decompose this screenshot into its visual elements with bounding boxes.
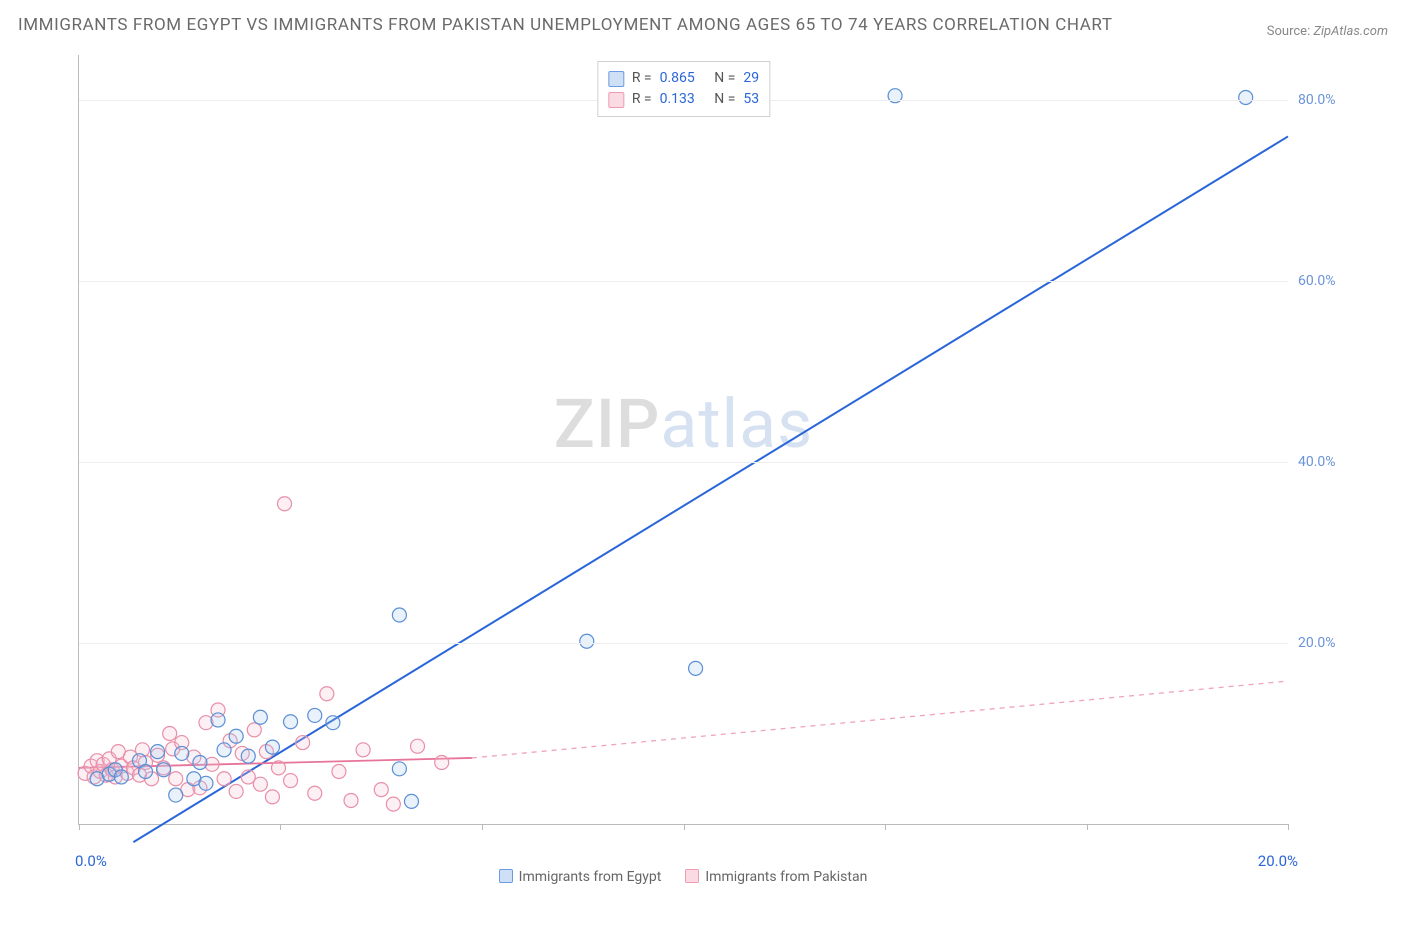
y-tick-label: 60.0% — [1298, 273, 1358, 289]
data-point — [217, 772, 231, 786]
r-label: R = — [632, 89, 652, 110]
x-tick — [280, 824, 281, 830]
legend-item-egypt: Immigrants from Egypt — [499, 869, 662, 885]
n-label: N = — [714, 89, 735, 110]
grid-line — [79, 643, 1288, 644]
chart-container: Unemployment Among Ages 65 to 74 years Z… — [18, 45, 1388, 885]
data-point — [308, 709, 322, 723]
data-point — [278, 497, 292, 511]
data-point — [247, 723, 261, 737]
y-tick-label: 20.0% — [1298, 635, 1358, 651]
scatter-plot: ZIPatlas R = 0.865 N = 29 R = 0.133 N = … — [78, 55, 1288, 825]
n-label: N = — [714, 68, 735, 89]
legend-swatch-egypt — [499, 869, 513, 883]
data-point — [374, 783, 388, 797]
data-point — [296, 736, 310, 750]
data-point — [114, 770, 128, 784]
data-point — [271, 761, 285, 775]
x-tick — [1288, 824, 1289, 830]
x-tick — [1087, 824, 1088, 830]
legend-swatch-pakistan — [685, 869, 699, 883]
data-point — [1239, 91, 1253, 105]
r-value-pakistan: 0.133 — [660, 89, 695, 110]
data-point — [229, 785, 243, 799]
data-point — [169, 788, 183, 802]
stats-row-egypt: R = 0.865 N = 29 — [608, 68, 759, 89]
r-label: R = — [632, 68, 652, 89]
x-tick — [482, 824, 483, 830]
data-point — [229, 729, 243, 743]
data-point — [169, 772, 183, 786]
chart-title: IMMIGRANTS FROM EGYPT VS IMMIGRANTS FROM… — [18, 12, 1113, 39]
x-tick — [79, 824, 80, 830]
data-point — [265, 740, 279, 754]
source-name: ZipAtlas.com — [1313, 24, 1388, 39]
correlation-stats-box: R = 0.865 N = 29 R = 0.133 N = 53 — [597, 61, 770, 117]
data-point — [392, 762, 406, 776]
legend-label-egypt: Immigrants from Egypt — [519, 869, 662, 885]
swatch-egypt — [608, 71, 624, 87]
data-point — [211, 713, 225, 727]
n-value-egypt: 29 — [743, 68, 759, 89]
data-point — [265, 790, 279, 804]
x-tick-label-max: 20.0% — [1258, 852, 1298, 870]
data-point — [344, 794, 358, 808]
data-point — [193, 756, 207, 770]
grid-line — [79, 281, 1288, 282]
source-attribution: Source: ZipAtlas.com — [1267, 24, 1388, 39]
source-prefix: Source: — [1267, 24, 1314, 39]
data-point — [253, 710, 267, 724]
data-point — [326, 716, 340, 730]
x-tick-label-min: 0.0% — [75, 852, 107, 870]
swatch-pakistan — [608, 92, 624, 108]
data-point — [332, 765, 346, 779]
data-point — [580, 634, 594, 648]
x-tick — [885, 824, 886, 830]
data-point — [356, 743, 370, 757]
r-value-egypt: 0.865 — [660, 68, 695, 89]
data-point — [157, 763, 171, 777]
data-point — [199, 776, 213, 790]
legend-label-pakistan: Immigrants from Pakistan — [705, 869, 867, 885]
data-point — [689, 662, 703, 676]
data-point — [175, 747, 189, 761]
y-tick-label: 40.0% — [1298, 454, 1358, 470]
plot-svg — [79, 55, 1288, 824]
x-tick — [684, 824, 685, 830]
data-point — [320, 687, 334, 701]
data-point — [284, 715, 298, 729]
data-point — [241, 749, 255, 763]
legend-item-pakistan: Immigrants from Pakistan — [685, 869, 867, 885]
data-point — [308, 786, 322, 800]
legend-bottom: Immigrants from Egypt Immigrants from Pa… — [78, 869, 1288, 885]
regression-line — [472, 681, 1288, 758]
data-point — [217, 743, 231, 757]
data-point — [392, 608, 406, 622]
n-value-pakistan: 53 — [743, 89, 759, 110]
data-point — [151, 745, 165, 759]
data-point — [284, 774, 298, 788]
data-point — [404, 795, 418, 809]
stats-row-pakistan: R = 0.133 N = 53 — [608, 89, 759, 110]
data-point — [253, 777, 267, 791]
data-point — [163, 727, 177, 741]
data-point — [411, 739, 425, 753]
data-point — [435, 756, 449, 770]
header-row: IMMIGRANTS FROM EGYPT VS IMMIGRANTS FROM… — [18, 12, 1388, 39]
data-point — [386, 797, 400, 811]
grid-line — [79, 462, 1288, 463]
data-point — [138, 765, 152, 779]
y-tick-label: 80.0% — [1298, 92, 1358, 108]
